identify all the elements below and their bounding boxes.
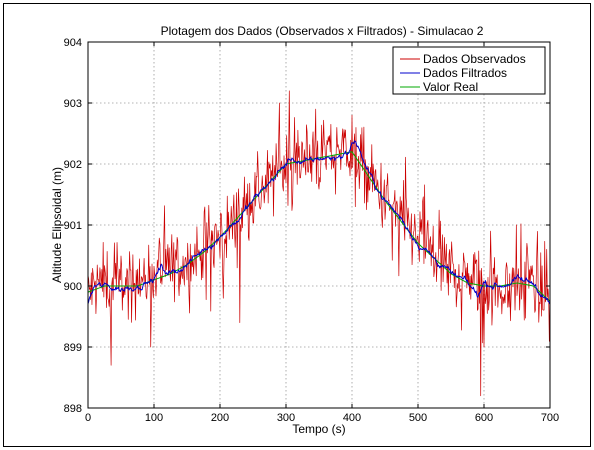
legend: Dados Observados Dados Filtrados Valor R… [392,46,546,95]
legend-label-observados: Dados Observados [423,52,526,66]
y-tick-label: 904 [64,37,82,49]
chart-title: Plotagem dos Dados (Observados x Filtrad… [161,24,484,38]
y-tick-label: 901 [64,220,82,232]
axis-ticks: 0 100 200 300 400 500 600 700 898 899 900 901 902 903… [64,37,560,424]
x-tick-label: 0 [85,412,91,424]
x-tick-label: 500 [409,412,427,424]
legend-label-real: Valor Real [423,80,478,94]
x-tick-label: 200 [211,412,229,424]
y-tick-label: 902 [64,159,82,171]
series-line-1 [87,140,551,305]
legend-label-filtrados: Dados Filtrados [423,66,507,80]
x-tick-label: 400 [343,412,361,424]
y-tick-label: 900 [64,281,82,293]
y-tick-label: 898 [64,403,82,415]
series-line-2 [87,151,551,302]
y-axis-label: Altitude Elipsoidal (m) [50,167,64,283]
series-line-0 [87,90,551,397]
x-tick-label: 300 [277,412,295,424]
y-tick-label: 899 [64,342,82,354]
x-tick-label: 700 [541,412,559,424]
x-tick-label: 100 [145,412,163,424]
x-axis-label: Tempo (s) [292,422,345,436]
y-tick-label: 903 [64,98,82,110]
legend-box [392,46,546,95]
x-tick-label: 600 [475,412,493,424]
plot-area [87,90,551,397]
